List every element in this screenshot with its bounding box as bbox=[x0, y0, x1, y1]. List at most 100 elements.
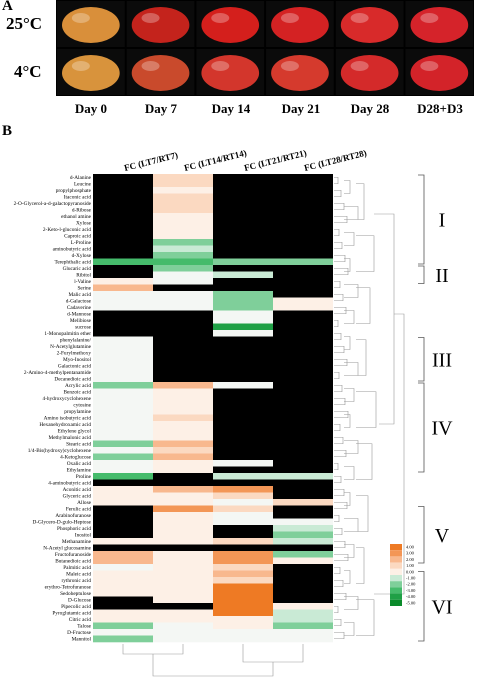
legend-swatch bbox=[390, 544, 402, 551]
heatmap-cell bbox=[153, 609, 213, 617]
legend-tick: 2.00 bbox=[406, 557, 415, 562]
metabolite-label: Sedoheptulose bbox=[60, 591, 92, 597]
heatmap-cell bbox=[153, 518, 213, 526]
heatmap-cell bbox=[93, 213, 153, 220]
heatmap-cell bbox=[273, 174, 333, 181]
day-label-0: Day 0 bbox=[74, 101, 108, 116]
metabolite-label: Myo-Inositol bbox=[63, 357, 91, 363]
metabolite-label: Caproic acid bbox=[64, 234, 91, 240]
heatmap-cell bbox=[213, 421, 273, 428]
heatmap-cell bbox=[153, 525, 213, 532]
heatmap-cell bbox=[93, 382, 153, 389]
cluster-bracket bbox=[418, 382, 425, 473]
heatmap-cell bbox=[93, 583, 153, 591]
tomato-fruit bbox=[201, 7, 260, 43]
heatmap-cell bbox=[273, 291, 333, 298]
heatmap-cell bbox=[93, 421, 153, 428]
heatmap-cell bbox=[153, 304, 213, 311]
heatmap-cell bbox=[153, 531, 213, 539]
heatmap-cell bbox=[153, 362, 213, 370]
heatmap-cell bbox=[213, 219, 273, 227]
heatmap-cell bbox=[213, 304, 273, 311]
day-label-d28d3: D28+D3 bbox=[417, 101, 463, 116]
legend-swatch bbox=[390, 599, 402, 606]
heatmap-cell bbox=[93, 343, 153, 350]
heatmap-cell bbox=[213, 577, 273, 584]
heatmap-cell bbox=[273, 505, 333, 513]
metabolite-label: Methanamine bbox=[62, 539, 92, 545]
heatmap-cell bbox=[93, 518, 153, 526]
metabolite-label: d-Xylose bbox=[72, 253, 92, 259]
heatmap-cell bbox=[273, 583, 333, 591]
heatmap-cell bbox=[93, 492, 153, 500]
metabolite-label: Hexanehydroxamic acid bbox=[39, 422, 91, 428]
heatmap-cell bbox=[93, 505, 153, 513]
heatmap-cell bbox=[93, 629, 153, 636]
heatmap-cell bbox=[273, 375, 333, 383]
heatmap-cell bbox=[273, 271, 333, 279]
heatmap-cell bbox=[153, 213, 213, 220]
heatmap-cell bbox=[213, 291, 273, 298]
heatmap-cell bbox=[153, 174, 213, 181]
metabolite-label: 4-Ketoglucose bbox=[60, 455, 92, 461]
metabolite-label: Amino isobutyric acid bbox=[44, 416, 92, 422]
column-dendrogram bbox=[122, 644, 304, 677]
metabolite-label: d-Ribose bbox=[72, 208, 92, 214]
heatmap-cell bbox=[273, 557, 333, 565]
metabolite-label: N-Acetylglutamine bbox=[50, 344, 92, 350]
day-label-14: Day 14 bbox=[211, 101, 251, 116]
heatmap-cell bbox=[273, 193, 333, 201]
heatmap-cell bbox=[153, 583, 213, 591]
heatmap-cell bbox=[273, 531, 333, 539]
heatmap-figure: FC (LT7/RT7) FC (LT14/RT14)FC (LT21/RT21)… bbox=[14, 148, 453, 677]
heatmap-cell bbox=[273, 609, 333, 617]
heatmap-cell bbox=[153, 375, 213, 383]
heatmap-cell bbox=[153, 252, 213, 259]
heatmap-cell bbox=[93, 486, 153, 493]
heatmap-cell bbox=[93, 538, 153, 545]
cluster-bracket bbox=[418, 506, 425, 564]
heatmap-cell bbox=[213, 206, 273, 214]
heatmap-cell bbox=[153, 388, 213, 396]
heatmap-cell bbox=[273, 369, 333, 376]
heatmap-cell bbox=[273, 219, 333, 227]
heatmap-cell bbox=[93, 206, 153, 214]
heatmap-cell bbox=[93, 310, 153, 318]
heatmap-cell bbox=[213, 486, 273, 493]
heatmap-cell bbox=[213, 538, 273, 545]
heatmap-cell bbox=[93, 336, 153, 344]
heatmap-cell bbox=[153, 466, 213, 474]
metabolite-label: Malic acid bbox=[68, 292, 91, 298]
metabolite-label: D-Fructose bbox=[67, 630, 91, 636]
heatmap-cell bbox=[153, 492, 213, 500]
heatmap-cell bbox=[93, 265, 153, 272]
heatmap-cell bbox=[93, 226, 153, 233]
tomato-fruit bbox=[62, 7, 120, 43]
heatmap-cell bbox=[153, 486, 213, 493]
heatmap-cell bbox=[153, 343, 213, 350]
metabolite-label: Aconitic acid bbox=[63, 487, 92, 493]
heatmap-cell bbox=[273, 356, 333, 363]
heatmap-cell bbox=[213, 284, 273, 292]
legend-tick: 1.00 bbox=[406, 563, 415, 568]
heatmap-cell bbox=[93, 180, 153, 188]
heatmap-cell bbox=[93, 531, 153, 539]
heatmap-cell bbox=[93, 291, 153, 298]
tomato-fruit bbox=[271, 55, 329, 91]
legend-tick: -4.00 bbox=[406, 594, 416, 599]
heatmap-cell bbox=[213, 213, 273, 220]
heatmap-cell bbox=[213, 408, 273, 415]
metabolite-label: 4-hydroxycyclohexene bbox=[42, 396, 91, 402]
heatmap-cell bbox=[273, 603, 333, 610]
heatmap-cell bbox=[153, 219, 213, 227]
heatmap-cell bbox=[273, 551, 333, 558]
metabolite-label: Decanedioic acid bbox=[54, 377, 91, 383]
heatmap-cell bbox=[153, 505, 213, 513]
metabolite-label: Terephthalic acid bbox=[54, 260, 91, 266]
cluster-bracket bbox=[418, 174, 425, 265]
heatmap-cell bbox=[273, 213, 333, 220]
metabolite-label: propylphosphate bbox=[56, 188, 92, 194]
heatmap-cell bbox=[93, 609, 153, 617]
heatmap-cell bbox=[153, 382, 213, 389]
heatmap-cell bbox=[93, 219, 153, 227]
